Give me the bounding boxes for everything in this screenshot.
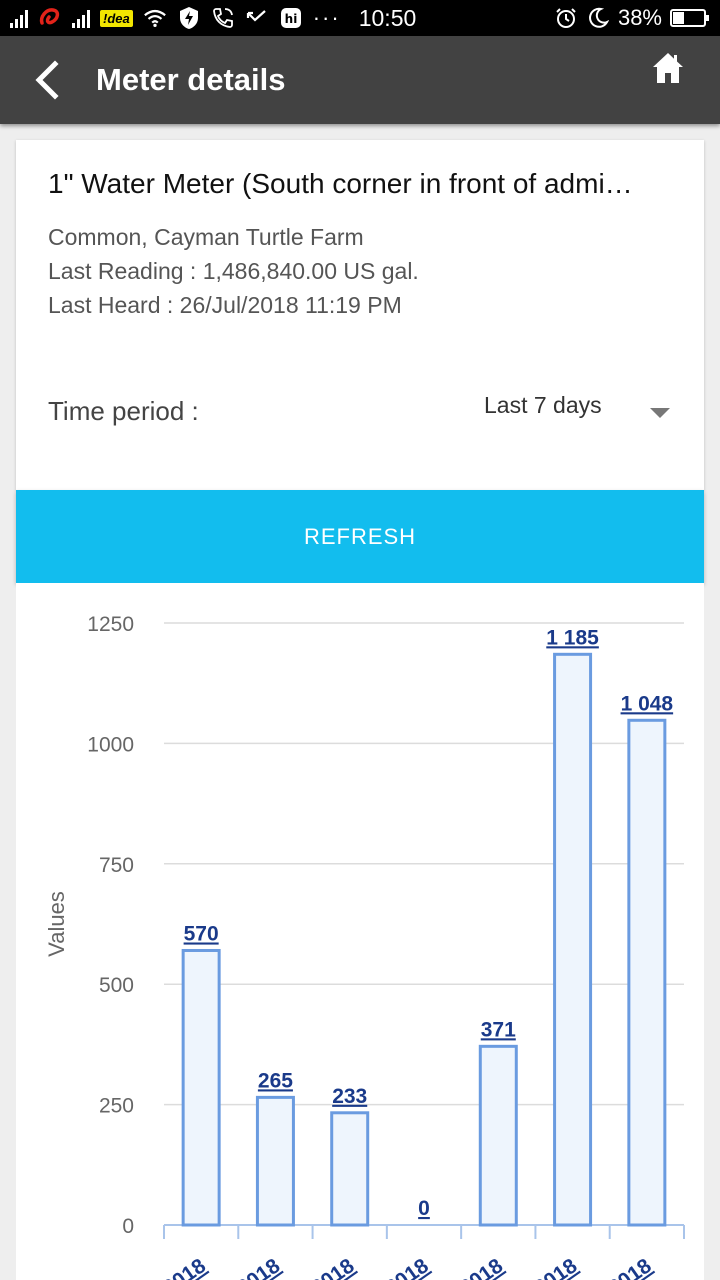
status-bar: !dea hi ··· 10:50 38% (0, 0, 720, 36)
chart-card: 0 250 500 750 1000 1250 Values 570 2018 265 2018 23… (16, 583, 704, 1280)
x-tick-label: 2018 (159, 1254, 211, 1280)
more-dots-icon: ··· (312, 5, 341, 30)
refresh-button[interactable]: REFRESH (16, 490, 704, 583)
x-tick-label: 2018 (233, 1254, 285, 1280)
hike-icon: hi (279, 6, 303, 30)
last-reading: Last Reading : 1,486,840.00 US gal. (48, 258, 419, 284)
bar-value-label: 0 (418, 1197, 430, 1220)
x-tick-label: 2018 (307, 1254, 359, 1280)
airtel-icon (38, 6, 62, 30)
bar-value-label: 371 (481, 1018, 516, 1041)
wifi-icon (143, 6, 167, 30)
moon-icon (586, 6, 610, 30)
home-button[interactable] (638, 38, 698, 98)
alarm-icon (554, 6, 578, 30)
y-axis-label: Values (44, 891, 69, 957)
missed-call-icon (245, 6, 269, 30)
time-period-value: Last 7 days (484, 392, 602, 418)
page-title: Meter details (96, 62, 286, 97)
time-period-label: Time period : (48, 396, 199, 426)
chart-bar (553, 652, 593, 1227)
battery-level (673, 12, 685, 24)
chart-bar (330, 1111, 370, 1227)
home-icon (653, 53, 683, 83)
chart-bar (478, 1044, 518, 1227)
y-tick-label: 750 (99, 854, 134, 877)
x-tick-label: 2018 (530, 1254, 582, 1280)
meter-location: Common, Cayman Turtle Farm (48, 224, 364, 250)
signal-icon (10, 8, 28, 28)
usage-bar-chart: 0 250 500 750 1000 1250 Values 570 2018 265 2018 23… (44, 613, 685, 1280)
dropdown-arrow-icon (650, 408, 670, 418)
y-tick-label: 250 (99, 1095, 134, 1118)
svg-text:hi: hi (284, 12, 297, 26)
shield-bolt-icon (177, 6, 201, 30)
x-tick-label: 2018 (604, 1254, 656, 1280)
bar-value-label: 1 048 (621, 692, 674, 715)
battery-percent: 38% (617, 5, 662, 30)
y-tick-label: 1000 (87, 733, 134, 756)
chart-bar (255, 1095, 295, 1227)
chart-bar (181, 948, 221, 1227)
last-heard: Last Heard : 26/Jul/2018 11:19 PM (48, 292, 402, 318)
meter-card: 1" Water Meter (South corner in front of… (16, 140, 704, 490)
meter-title: 1" Water Meter (South corner in front of… (48, 168, 633, 199)
bar-value-label: 233 (332, 1085, 367, 1108)
y-tick-label: 500 (99, 974, 134, 997)
x-tick-label: 2018 (456, 1254, 508, 1280)
back-button[interactable] (0, 36, 70, 124)
carrier-badge: !dea (100, 9, 133, 27)
signal-icon (72, 8, 90, 28)
battery-icon (670, 9, 709, 27)
wifi-call-icon (211, 6, 235, 30)
chevron-left-icon (35, 60, 59, 100)
bar-value-label: 570 (184, 922, 219, 945)
bar-value-label: 1 185 (546, 626, 599, 649)
chart-bar (627, 718, 667, 1227)
y-tick-label: 0 (122, 1215, 134, 1238)
y-tick-label: 1250 (87, 613, 134, 636)
time-period-dropdown[interactable]: Last 7 days (482, 388, 682, 428)
app-bar: Meter details (0, 36, 720, 124)
bar-value-label: 265 (258, 1069, 293, 1092)
status-time: 10:50 (358, 4, 417, 31)
x-tick-label: 2018 (381, 1254, 433, 1280)
